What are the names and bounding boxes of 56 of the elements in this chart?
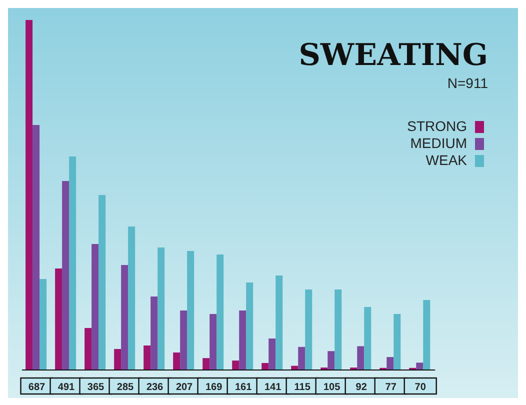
- bar: [394, 314, 401, 370]
- legend-label: STRONG: [407, 118, 467, 135]
- x-tick-label: 491: [58, 382, 76, 393]
- x-tick-label: 70: [414, 382, 426, 393]
- bar: [158, 248, 165, 370]
- bar: [62, 181, 70, 370]
- x-tick-label: 169: [205, 382, 223, 393]
- bar: [216, 254, 224, 370]
- x-tick-label: 92: [356, 382, 368, 393]
- text: N=911: [446, 75, 488, 91]
- x-tick-label: 105: [323, 382, 341, 393]
- x-tick-label: 365: [87, 382, 105, 393]
- bar: [84, 328, 92, 370]
- legend-label: MEDIUM: [410, 135, 467, 152]
- bar: [55, 268, 62, 370]
- bar: [334, 290, 342, 370]
- bar: [98, 195, 106, 370]
- legend-label: WEAK: [426, 152, 467, 169]
- bar: [328, 351, 335, 370]
- bar: [121, 265, 128, 370]
- bar: [26, 20, 33, 370]
- x-tick-label: 141: [264, 382, 282, 393]
- x-tick-label: 161: [234, 382, 252, 393]
- bar: [246, 282, 254, 370]
- bar: [386, 357, 394, 370]
- x-tick-label: 236: [146, 382, 164, 393]
- x-tick-label: 77: [385, 382, 397, 393]
- bar: [416, 362, 424, 370]
- x-tick-label: 207: [176, 382, 194, 393]
- bar: [210, 314, 217, 370]
- x-tick-label: 285: [116, 382, 134, 393]
- bar: [173, 352, 180, 370]
- x-tick-label: 115: [294, 382, 311, 393]
- bar: [262, 363, 269, 370]
- bar: [423, 300, 430, 370]
- bar: [268, 338, 276, 370]
- bar: [202, 358, 210, 370]
- bar: [298, 346, 306, 370]
- bar: [114, 349, 122, 370]
- bar: [305, 290, 312, 370]
- bar: [180, 310, 188, 370]
- bar: [232, 360, 240, 370]
- bar: [40, 279, 47, 370]
- bar: [150, 296, 158, 370]
- text: SWEATING: [298, 38, 488, 73]
- bar: [187, 251, 194, 370]
- bar: [92, 244, 99, 370]
- x-tick-label: 687: [28, 382, 46, 393]
- bar: [128, 226, 136, 370]
- bar: [239, 310, 246, 370]
- bar: [69, 156, 76, 370]
- bar: [364, 307, 372, 370]
- bar: [144, 346, 151, 370]
- bar: [276, 276, 283, 370]
- bar: [32, 125, 40, 370]
- bar: [357, 346, 364, 370]
